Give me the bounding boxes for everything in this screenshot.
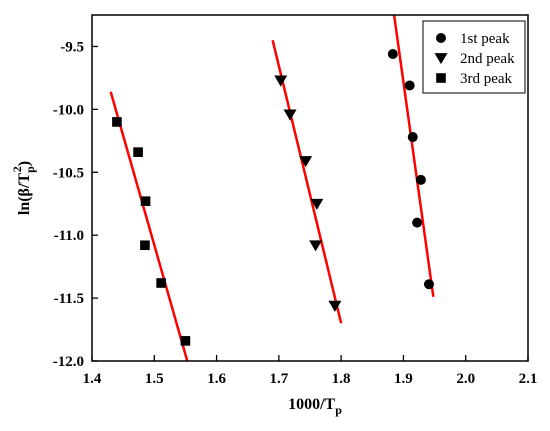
y-tick-label: -10.5 bbox=[53, 165, 84, 181]
data-point-series-3 bbox=[112, 117, 122, 127]
data-point-series-1 bbox=[387, 49, 398, 60]
data-point-series-1 bbox=[404, 80, 415, 91]
y-axis-title-prefix: ln(β/T bbox=[16, 173, 33, 216]
data-point-series-2 bbox=[274, 75, 288, 87]
data-point-series-1 bbox=[407, 132, 418, 143]
x-tick-label: 1.8 bbox=[332, 371, 351, 387]
legend: 1st peak 2nd peak 3rd peak bbox=[422, 20, 526, 94]
data-point-series-2 bbox=[309, 240, 323, 252]
legend-label-series-2: 2nd peak bbox=[460, 51, 515, 67]
data-points bbox=[112, 49, 434, 346]
data-point-series-2 bbox=[299, 156, 313, 168]
data-point-series-2 bbox=[310, 198, 324, 210]
fit-line-series-1 bbox=[392, 14, 435, 298]
y-tick-label: -10.0 bbox=[53, 102, 84, 118]
plot-frame bbox=[91, 14, 529, 362]
fit-line-series-3 bbox=[109, 91, 189, 362]
tick-marks bbox=[91, 45, 529, 362]
x-tick-labels: 1.4 1.5 1.6 1.7 1.8 1.9 2.0 2.1 bbox=[83, 371, 538, 387]
x-tick-label: 1.6 bbox=[207, 371, 226, 387]
data-point-series-2 bbox=[328, 300, 342, 312]
fit-line-series-2 bbox=[271, 39, 343, 324]
legend-marker-series-3 bbox=[436, 73, 446, 83]
legend-marker-series-2 bbox=[434, 53, 448, 65]
legend-marker-series-1 bbox=[436, 33, 446, 43]
y-tick-label: -11.0 bbox=[54, 228, 84, 244]
y-tick-labels: -12.0 -11.5 -11.0 -10.5 -10.0 -9.5 bbox=[53, 39, 84, 370]
data-point-series-3 bbox=[133, 147, 143, 157]
x-tick-label: 1.4 bbox=[83, 371, 102, 387]
fit-lines bbox=[109, 14, 435, 362]
y-tick-label: -9.5 bbox=[60, 39, 84, 55]
data-point-series-3 bbox=[140, 196, 151, 207]
x-tick-label: 2.1 bbox=[519, 371, 538, 387]
data-point-series-1 bbox=[423, 279, 434, 290]
data-point-series-2 bbox=[283, 109, 297, 121]
data-point-series-3 bbox=[156, 278, 166, 288]
x-axis-title-sub: p bbox=[335, 403, 342, 417]
x-axis-title: 1000/Tp bbox=[288, 396, 342, 417]
y-axis-title-sup: 2 bbox=[10, 166, 24, 172]
x-axis-title-main: 1000/T bbox=[288, 396, 335, 413]
y-axis-title: ln(β/Tp2) bbox=[10, 161, 37, 215]
x-tick-label: 2.0 bbox=[456, 371, 475, 387]
data-point-series-1 bbox=[412, 217, 423, 228]
data-point-series-1 bbox=[415, 174, 426, 185]
x-tick-label: 1.9 bbox=[394, 371, 413, 387]
x-tick-label: 1.7 bbox=[269, 371, 288, 387]
y-tick-label: -11.5 bbox=[54, 291, 84, 307]
y-tick-label: -12.0 bbox=[53, 354, 84, 370]
x-tick-label: 1.5 bbox=[145, 371, 164, 387]
y-axis-title-sub: p bbox=[23, 166, 37, 173]
legend-label-series-1: 1st peak bbox=[460, 31, 510, 47]
y-axis-title-suffix: ) bbox=[16, 161, 33, 166]
data-point-series-3 bbox=[140, 240, 150, 251]
data-point-series-3 bbox=[180, 336, 191, 346]
legend-label-series-3: 3rd peak bbox=[460, 71, 513, 87]
